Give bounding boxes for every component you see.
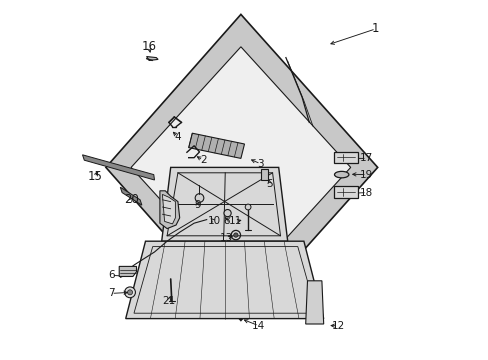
FancyBboxPatch shape — [333, 152, 358, 163]
Text: 18: 18 — [360, 188, 373, 198]
Polygon shape — [125, 241, 323, 319]
FancyBboxPatch shape — [333, 186, 358, 198]
Text: 12: 12 — [331, 321, 344, 331]
Polygon shape — [160, 191, 179, 229]
Text: 10: 10 — [207, 216, 220, 226]
Text: 17: 17 — [360, 153, 373, 163]
Text: 19: 19 — [360, 170, 373, 180]
Text: 20: 20 — [123, 193, 138, 206]
Polygon shape — [119, 266, 136, 276]
Text: 21: 21 — [162, 296, 175, 306]
Text: 13: 13 — [220, 233, 233, 243]
Text: 6: 6 — [108, 270, 114, 280]
Text: 7: 7 — [108, 288, 114, 298]
Polygon shape — [162, 194, 175, 224]
Circle shape — [233, 233, 238, 237]
Circle shape — [124, 287, 135, 298]
Polygon shape — [106, 14, 377, 320]
Circle shape — [127, 290, 132, 295]
Text: 5: 5 — [266, 179, 272, 189]
Polygon shape — [146, 57, 158, 60]
Polygon shape — [82, 155, 154, 180]
Text: 11: 11 — [228, 216, 242, 226]
Polygon shape — [162, 167, 287, 241]
Text: 2: 2 — [200, 155, 206, 165]
Text: 9: 9 — [194, 200, 201, 210]
Polygon shape — [188, 133, 244, 158]
Ellipse shape — [334, 171, 348, 178]
Text: 4: 4 — [174, 132, 181, 142]
Polygon shape — [305, 281, 323, 324]
Polygon shape — [131, 47, 350, 288]
Text: 16: 16 — [142, 40, 156, 53]
Circle shape — [224, 210, 231, 217]
Text: 3: 3 — [257, 159, 264, 169]
Polygon shape — [260, 169, 267, 180]
Text: 15: 15 — [87, 170, 102, 183]
Polygon shape — [120, 187, 142, 205]
Text: 8: 8 — [223, 216, 229, 226]
Text: 1: 1 — [371, 22, 379, 35]
Circle shape — [195, 194, 203, 202]
Text: 14: 14 — [252, 321, 265, 331]
Circle shape — [244, 204, 250, 210]
